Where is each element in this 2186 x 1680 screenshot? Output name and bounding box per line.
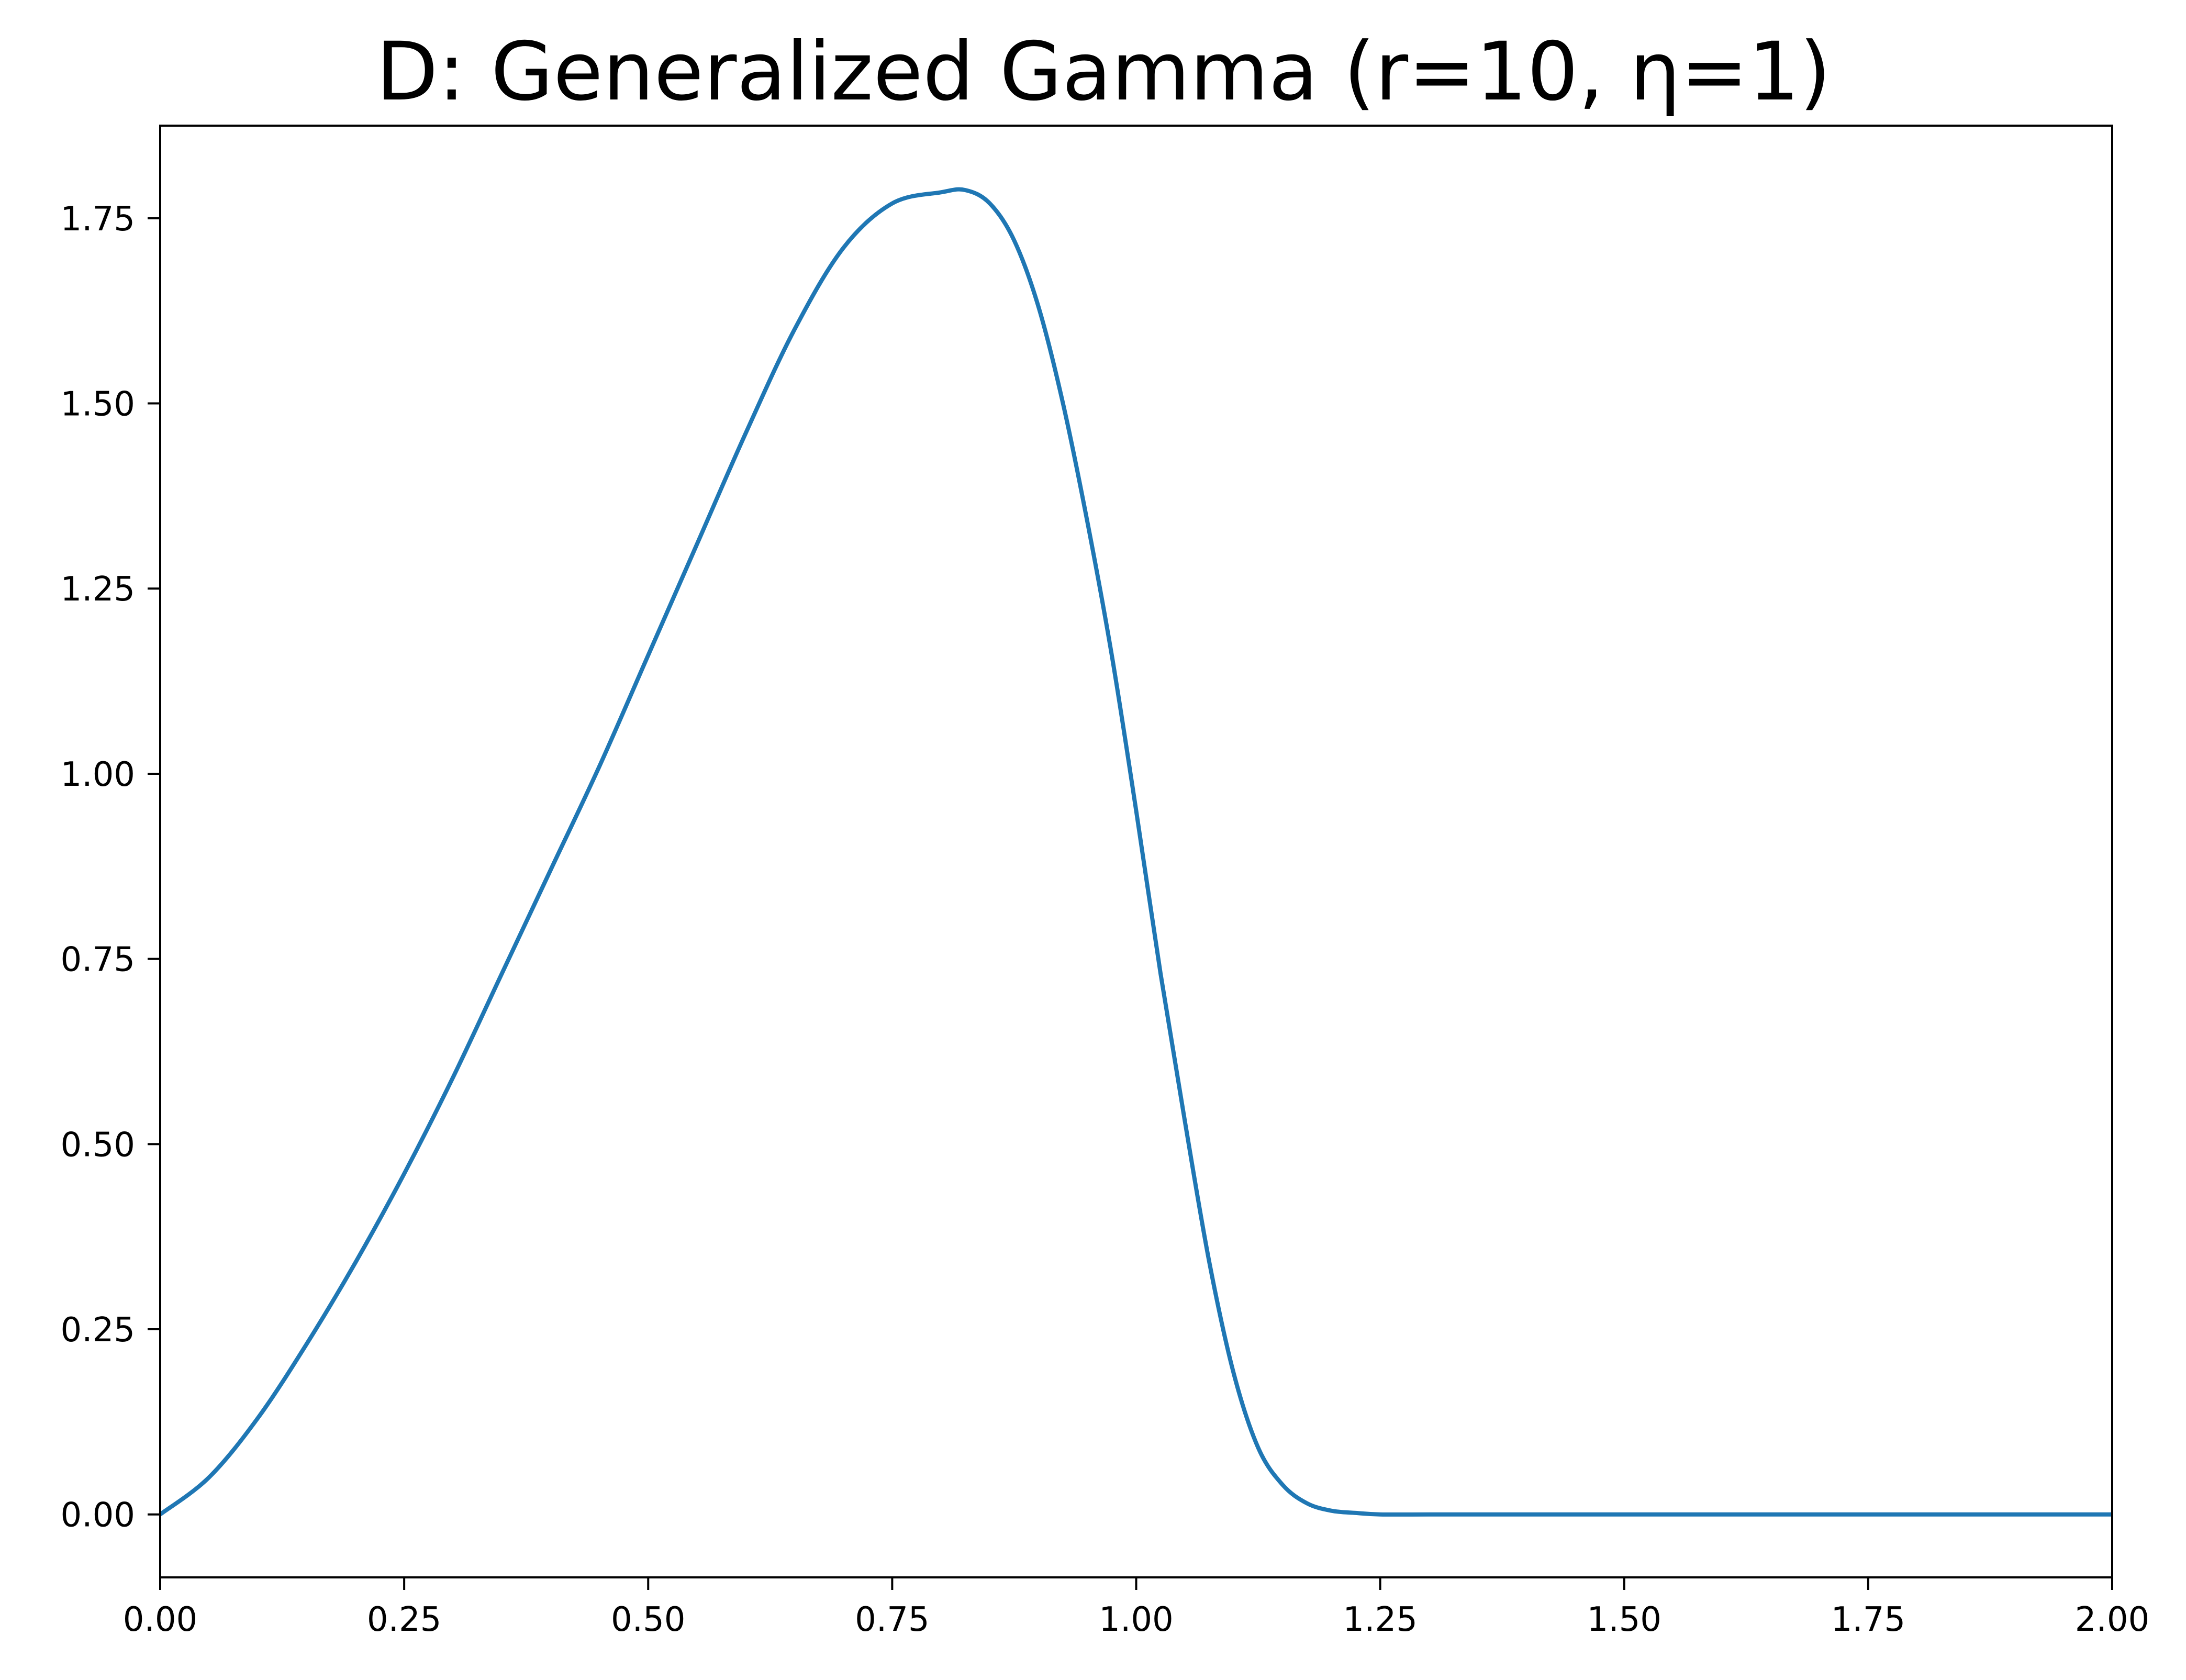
x-tick-label-4: 1.00 (1099, 1600, 1174, 1639)
x-tick-label-0: 0.00 (123, 1600, 198, 1639)
x-tick-label-2: 0.50 (611, 1600, 686, 1639)
x-tick-label-8: 2.00 (2075, 1600, 2150, 1639)
y-tick-label-5: 1.25 (61, 570, 136, 609)
x-tick-label-6: 1.50 (1587, 1600, 1662, 1639)
y-tick-label-7: 1.75 (61, 200, 136, 239)
series-line-0 (159, 187, 2112, 1517)
axes: 0.00 0.25 0.50 0.75 1.00 1.25 1.50 1.75 2.00 0.00… (61, 125, 2150, 1639)
x-tick-label-3: 0.75 (855, 1600, 930, 1639)
y-tick-label-3: 0.75 (61, 941, 136, 980)
y-tick-label-4: 1.00 (61, 755, 136, 794)
y-tick-label-2: 0.50 (61, 1126, 136, 1164)
y-tick-label-0: 0.00 (61, 1496, 136, 1535)
y-tick-label-1: 0.25 (61, 1311, 136, 1350)
chart-title: D: Generalized Gamma (r=10, η=1) (376, 25, 1831, 119)
y-tick-label-6: 1.50 (61, 385, 136, 424)
x-tick-label-1: 0.25 (367, 1600, 442, 1639)
x-tick-label-5: 1.25 (1343, 1600, 1418, 1639)
plot-area (159, 187, 2112, 1517)
x-tick-label-7: 1.75 (1831, 1600, 1906, 1639)
